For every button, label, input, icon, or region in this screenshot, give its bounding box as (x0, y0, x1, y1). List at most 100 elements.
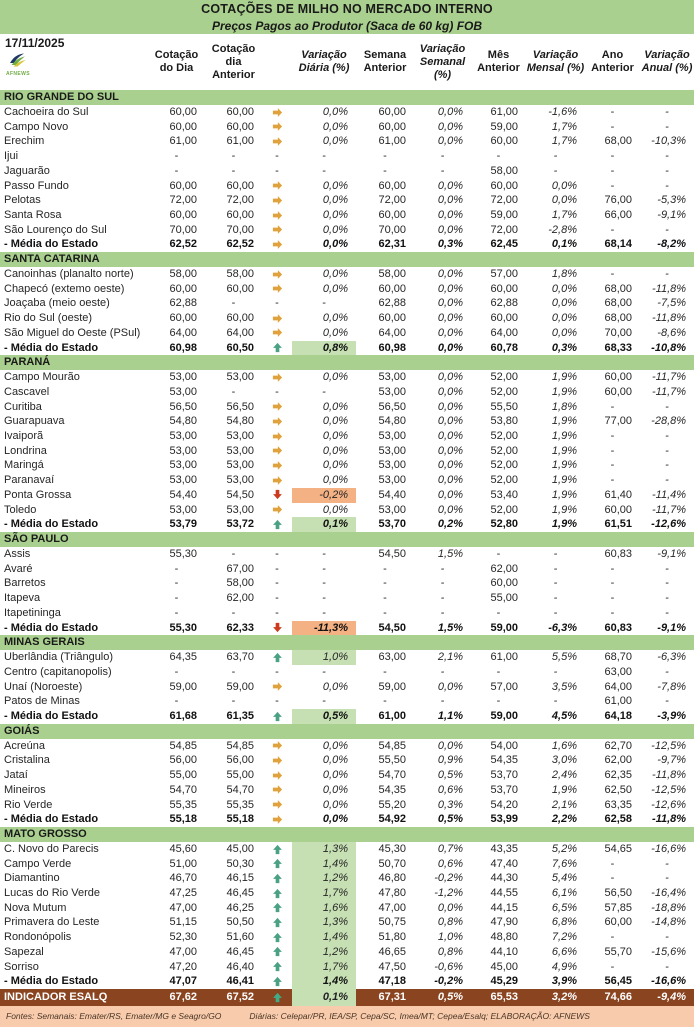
city-cell: Acreúna (4, 739, 45, 752)
prev-month-cell: 53,40 (490, 488, 518, 501)
monthly-var-cell: 5,4% (551, 872, 577, 885)
day-price-cell: 55,30 (169, 547, 197, 560)
prev-month-cell: - (496, 547, 501, 560)
weekly-var-cell: 0,6% (437, 857, 463, 870)
prev-day-price-cell: 50,30 (226, 857, 254, 870)
table-row: Chapecó (extemo oeste) 60,00 60,00 0,0% 60,0… (0, 282, 694, 297)
daily-var-cell: 0,0% (322, 223, 348, 236)
daily-var-cell: 0,0% (322, 179, 348, 192)
yearly-var-cell: -18,8% (651, 901, 687, 914)
daily-var-cell: 0,0% (322, 769, 348, 782)
prev-day-price-cell: 45,00 (226, 842, 254, 855)
monthly-var-cell: 1,7% (551, 208, 577, 221)
daily-var-cell: 0,0% (322, 282, 348, 295)
city-cell: Toledo (4, 503, 37, 516)
right-arrow-icon (262, 311, 292, 326)
prev-day-price-cell: 62,33 (226, 621, 254, 634)
monthly-var-cell: 4,5% (551, 710, 577, 723)
city-cell: Rio Verde (4, 798, 53, 811)
prev-week-cell: 53,00 (378, 430, 406, 443)
prev-year-cell: 68,33 (604, 341, 632, 354)
city-cell: Cachoeira do Sul (4, 106, 89, 118)
trend-none: - (275, 150, 279, 163)
prev-year-cell: 68,14 (604, 238, 632, 251)
weekly-var-cell: 1,1% (437, 710, 463, 723)
daily-var-cell: 0,0% (322, 430, 348, 443)
prev-month-cell: 53,80 (490, 415, 518, 428)
city-cell: Paranavaí (4, 474, 55, 487)
table-row: - Média do Estado 55,18 55,18 0,0% 54,92 0,5%… (0, 812, 694, 827)
prev-week-cell: 46,65 (378, 945, 406, 958)
prev-month-cell: 52,00 (490, 503, 518, 516)
yearly-var-cell: -9,1% (657, 547, 687, 560)
table-row: Ponta Grossa 54,40 54,50 -0,2% 54,40 0,0% 53,4… (0, 487, 694, 503)
table-row: Maringá 53,00 53,00 0,0% 53,00 0,0% 52,00 1,9% -… (0, 458, 694, 473)
day-price-cell: 60,00 (169, 312, 197, 325)
trend-none: - (275, 577, 279, 590)
table-row: Londrina 53,00 53,00 0,0% 53,00 0,0% 52,00 1,9%… (0, 444, 694, 459)
prev-week-cell: 55,20 (378, 798, 406, 811)
yearly-var-cell: - (665, 164, 669, 177)
prev-year-cell: 56,50 (604, 887, 632, 900)
city-cell: Guarapuava (4, 415, 65, 428)
weekly-var-cell: - (440, 562, 445, 575)
city-cell: Assis (4, 547, 31, 560)
table-row: Barretos - 58,00 - - - - 60,00 - - - (0, 576, 694, 591)
weekly-var-cell: - (440, 665, 445, 678)
daily-var-cell: -0,2% (292, 487, 356, 503)
yearly-var-cell: -9,1% (657, 621, 687, 634)
trend-none: - (275, 547, 279, 560)
prev-day-price-cell: - (231, 164, 236, 177)
monthly-var-cell: 3,5% (551, 680, 577, 693)
prev-month-cell: - (496, 695, 501, 708)
prev-week-cell: 54,50 (378, 621, 406, 634)
city-cell: Ponta Grossa (4, 488, 72, 501)
city-cell: Avaré (4, 562, 33, 575)
prev-week-cell: 50,70 (378, 857, 406, 870)
prev-year-cell: 62,70 (604, 739, 632, 752)
weekly-var-cell: 0,3% (437, 238, 463, 251)
prev-day-price-cell: 56,00 (226, 754, 254, 767)
weekly-var-cell: 0,5% (437, 769, 463, 782)
prev-day-price-cell: 60,00 (226, 282, 254, 295)
monthly-var-cell: -2,8% (548, 223, 577, 236)
prev-month-cell: 52,80 (490, 518, 518, 531)
prev-month-cell: 60,78 (490, 341, 518, 354)
daily-var-cell: 1,0% (292, 650, 356, 665)
daily-var-cell: 0,8% (292, 340, 356, 356)
table-row: Uberlândia (Triângulo) 64,35 63,70 1,0% 63,0… (0, 650, 694, 665)
weekly-var-cell: 0,2% (437, 518, 463, 531)
section-header: SÃO PAULO (0, 531, 694, 547)
city-cell: Unaí (Noroeste) (4, 680, 83, 693)
city-cell: Sorriso (4, 960, 39, 973)
monthly-var-cell: 1,8% (551, 400, 577, 413)
yearly-var-cell: - (665, 695, 669, 708)
weekly-var-cell: - (440, 606, 445, 619)
weekly-var-cell: 0,0% (437, 459, 463, 472)
prev-year-cell: 61,51 (604, 518, 632, 531)
prev-day-price-cell: 67,52 (205, 988, 262, 1006)
prev-week-cell: 60,00 (378, 282, 406, 295)
prev-week-cell: 53,00 (378, 444, 406, 457)
prev-day-price-cell: 61,00 (226, 135, 254, 148)
day-price-cell: 56,50 (169, 400, 197, 413)
prev-month-cell: 59,00 (490, 120, 518, 133)
day-price-cell: 58,00 (169, 268, 197, 281)
right-arrow-icon (262, 179, 292, 194)
table-row: C. Novo do Parecis 45,60 45,00 1,3% 45,30 0,7… (0, 841, 694, 857)
monthly-var-cell: - (553, 577, 558, 590)
prev-year-cell: 77,00 (604, 415, 632, 428)
monthly-var-cell: 6,6% (551, 945, 577, 958)
prev-month-cell: - (496, 606, 501, 619)
prev-year-cell: - (610, 872, 615, 885)
prev-year-cell: 54,65 (604, 842, 632, 855)
day-price-cell: 51,15 (169, 916, 197, 929)
monthly-var-cell: -1,6% (548, 106, 577, 118)
daily-var-cell: - (322, 297, 326, 310)
daily-var-cell: 0,0% (322, 120, 348, 133)
monthly-var-cell: 2,2% (551, 813, 577, 826)
monthly-var-cell: 1,7% (551, 120, 577, 133)
prev-year-cell: - (610, 931, 615, 944)
yearly-var-cell: -10,8% (651, 341, 687, 354)
city-cell: Primavera do Leste (4, 916, 100, 929)
